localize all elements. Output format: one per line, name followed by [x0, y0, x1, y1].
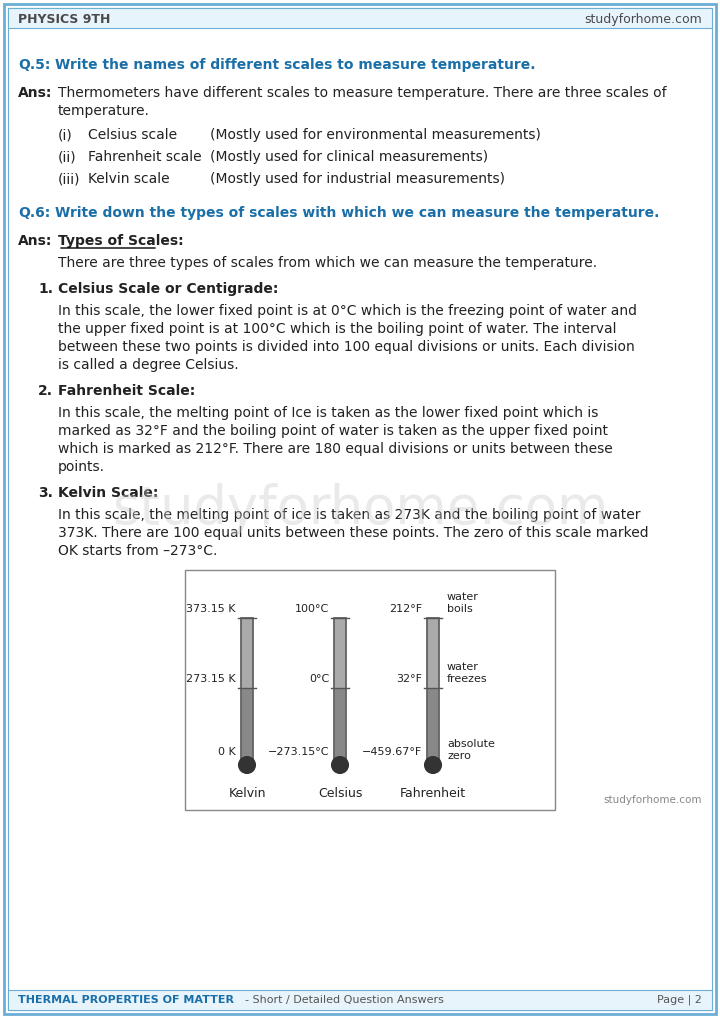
- Bar: [334, 618, 346, 765]
- Text: studyforhome.com: studyforhome.com: [112, 483, 608, 535]
- Text: Write down the types of scales with which we can measure the temperature.: Write down the types of scales with whic…: [55, 206, 660, 220]
- Text: 32°F: 32°F: [396, 674, 422, 684]
- Text: 0 K: 0 K: [218, 747, 236, 757]
- Text: 373K. There are 100 equal units between these points. The zero of this scale mar: 373K. There are 100 equal units between …: [58, 526, 649, 540]
- Text: (Mostly used for clinical measurements): (Mostly used for clinical measurements): [210, 150, 488, 164]
- Text: Write the names of different scales to measure temperature.: Write the names of different scales to m…: [55, 58, 536, 72]
- Circle shape: [332, 757, 348, 773]
- Text: Thermometers have different scales to measure temperature. There are three scale: Thermometers have different scales to me…: [58, 86, 667, 100]
- Text: is called a degree Celsius.: is called a degree Celsius.: [58, 358, 238, 372]
- Text: Fahrenheit scale: Fahrenheit scale: [88, 150, 202, 164]
- Text: which is marked as 212°F. There are 180 equal divisions or units between these: which is marked as 212°F. There are 180 …: [58, 442, 613, 456]
- Text: between these two points is divided into 100 equal divisions or units. Each divi: between these two points is divided into…: [58, 340, 635, 354]
- Bar: [242, 688, 252, 764]
- Text: Ans:: Ans:: [18, 86, 53, 100]
- Text: absolute
zero: absolute zero: [447, 739, 495, 761]
- Text: (ii): (ii): [58, 150, 76, 164]
- Text: In this scale, the lower fixed point is at 0°C which is the freezing point of wa: In this scale, the lower fixed point is …: [58, 304, 637, 318]
- Text: Fahrenheit Scale:: Fahrenheit Scale:: [58, 384, 195, 398]
- Text: water
boils: water boils: [447, 592, 479, 614]
- Text: marked as 32°F and the boiling point of water is taken as the upper fixed point: marked as 32°F and the boiling point of …: [58, 425, 608, 438]
- Text: points.: points.: [58, 460, 105, 474]
- Text: Celsius: Celsius: [318, 787, 362, 800]
- Text: studyforhome.com: studyforhome.com: [603, 795, 702, 805]
- Text: Types of Scales:: Types of Scales:: [58, 234, 184, 248]
- Text: (Mostly used for industrial measurements): (Mostly used for industrial measurements…: [210, 172, 505, 186]
- Bar: [185, 570, 555, 810]
- Bar: [428, 688, 438, 764]
- Text: 1.: 1.: [38, 282, 53, 296]
- Bar: [8, 8, 712, 29]
- Text: There are three types of scales from which we can measure the temperature.: There are three types of scales from whi…: [58, 256, 597, 270]
- Text: studyforhome.com: studyforhome.com: [584, 12, 702, 25]
- Text: −273.15°C: −273.15°C: [268, 747, 329, 757]
- Text: PHYSICS 9TH: PHYSICS 9TH: [18, 12, 110, 25]
- Text: temperature.: temperature.: [58, 104, 150, 118]
- Bar: [241, 618, 253, 765]
- Text: 212°F: 212°F: [389, 604, 422, 614]
- Text: Kelvin scale: Kelvin scale: [88, 172, 170, 186]
- Text: Ans:: Ans:: [18, 234, 53, 248]
- Text: (Mostly used for environmental measurements): (Mostly used for environmental measureme…: [210, 128, 541, 142]
- Bar: [335, 688, 345, 764]
- Bar: [335, 618, 345, 764]
- Text: 373.15 K: 373.15 K: [186, 604, 236, 614]
- Text: Q.5:: Q.5:: [18, 58, 50, 72]
- Text: Celsius scale: Celsius scale: [88, 128, 177, 142]
- Text: Fahrenheit: Fahrenheit: [400, 787, 466, 800]
- Text: 3.: 3.: [38, 486, 53, 500]
- Text: In this scale, the melting point of ice is taken as 273K and the boiling point o: In this scale, the melting point of ice …: [58, 508, 641, 522]
- Text: 0°C: 0°C: [309, 674, 329, 684]
- Text: water
freezes: water freezes: [447, 663, 487, 684]
- FancyBboxPatch shape: [8, 8, 712, 1010]
- Text: the upper fixed point is at 100°C which is the boiling point of water. The inter: the upper fixed point is at 100°C which …: [58, 322, 616, 336]
- FancyBboxPatch shape: [4, 4, 716, 1014]
- Text: Kelvin Scale:: Kelvin Scale:: [58, 486, 158, 500]
- Text: (i): (i): [58, 128, 73, 142]
- Text: −459.67°F: −459.67°F: [361, 747, 422, 757]
- Text: 273.15 K: 273.15 K: [186, 674, 236, 684]
- Text: - Short / Detailed Question Answers: - Short / Detailed Question Answers: [245, 995, 444, 1005]
- Text: OK starts from –273°C.: OK starts from –273°C.: [58, 544, 217, 558]
- Text: Q.6:: Q.6:: [18, 206, 50, 220]
- Text: Kelvin: Kelvin: [228, 787, 266, 800]
- Bar: [428, 618, 438, 764]
- Text: Page | 2: Page | 2: [657, 995, 702, 1005]
- Text: 100°C: 100°C: [294, 604, 329, 614]
- Text: THERMAL PROPERTIES OF MATTER: THERMAL PROPERTIES OF MATTER: [18, 995, 234, 1005]
- Circle shape: [425, 757, 441, 773]
- Text: 2.: 2.: [38, 384, 53, 398]
- Text: Celsius Scale or Centigrade:: Celsius Scale or Centigrade:: [58, 282, 279, 296]
- Bar: [8, 989, 712, 1010]
- Text: (iii): (iii): [58, 172, 81, 186]
- Text: In this scale, the melting point of Ice is taken as the lower fixed point which : In this scale, the melting point of Ice …: [58, 406, 598, 420]
- Bar: [242, 618, 252, 764]
- Bar: [427, 618, 439, 765]
- Circle shape: [239, 757, 255, 773]
